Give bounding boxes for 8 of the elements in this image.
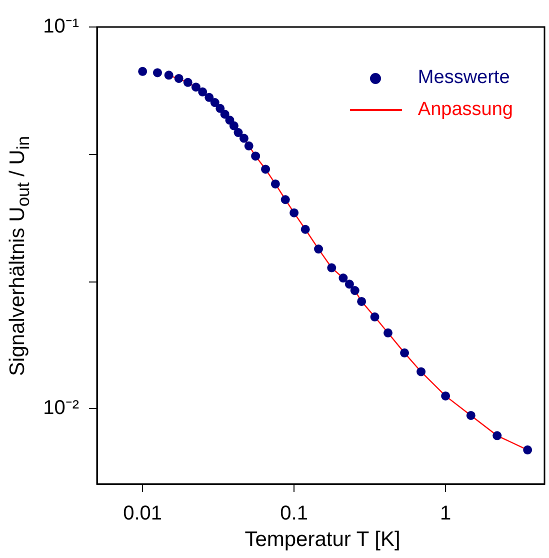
x-axis-title: Temperatur T [K] — [244, 528, 402, 552]
x-tick-label: 0.01 — [123, 502, 162, 525]
x-tick-label: 1 — [440, 502, 452, 525]
y-tick-label: 10⁻² — [43, 397, 80, 420]
y-tick-label: 10⁻¹ — [43, 16, 80, 38]
legend-label: Messwerte — [418, 67, 510, 89]
x-tick-label: 0.1 — [280, 502, 308, 525]
legend-label: Anpassung — [418, 99, 513, 121]
